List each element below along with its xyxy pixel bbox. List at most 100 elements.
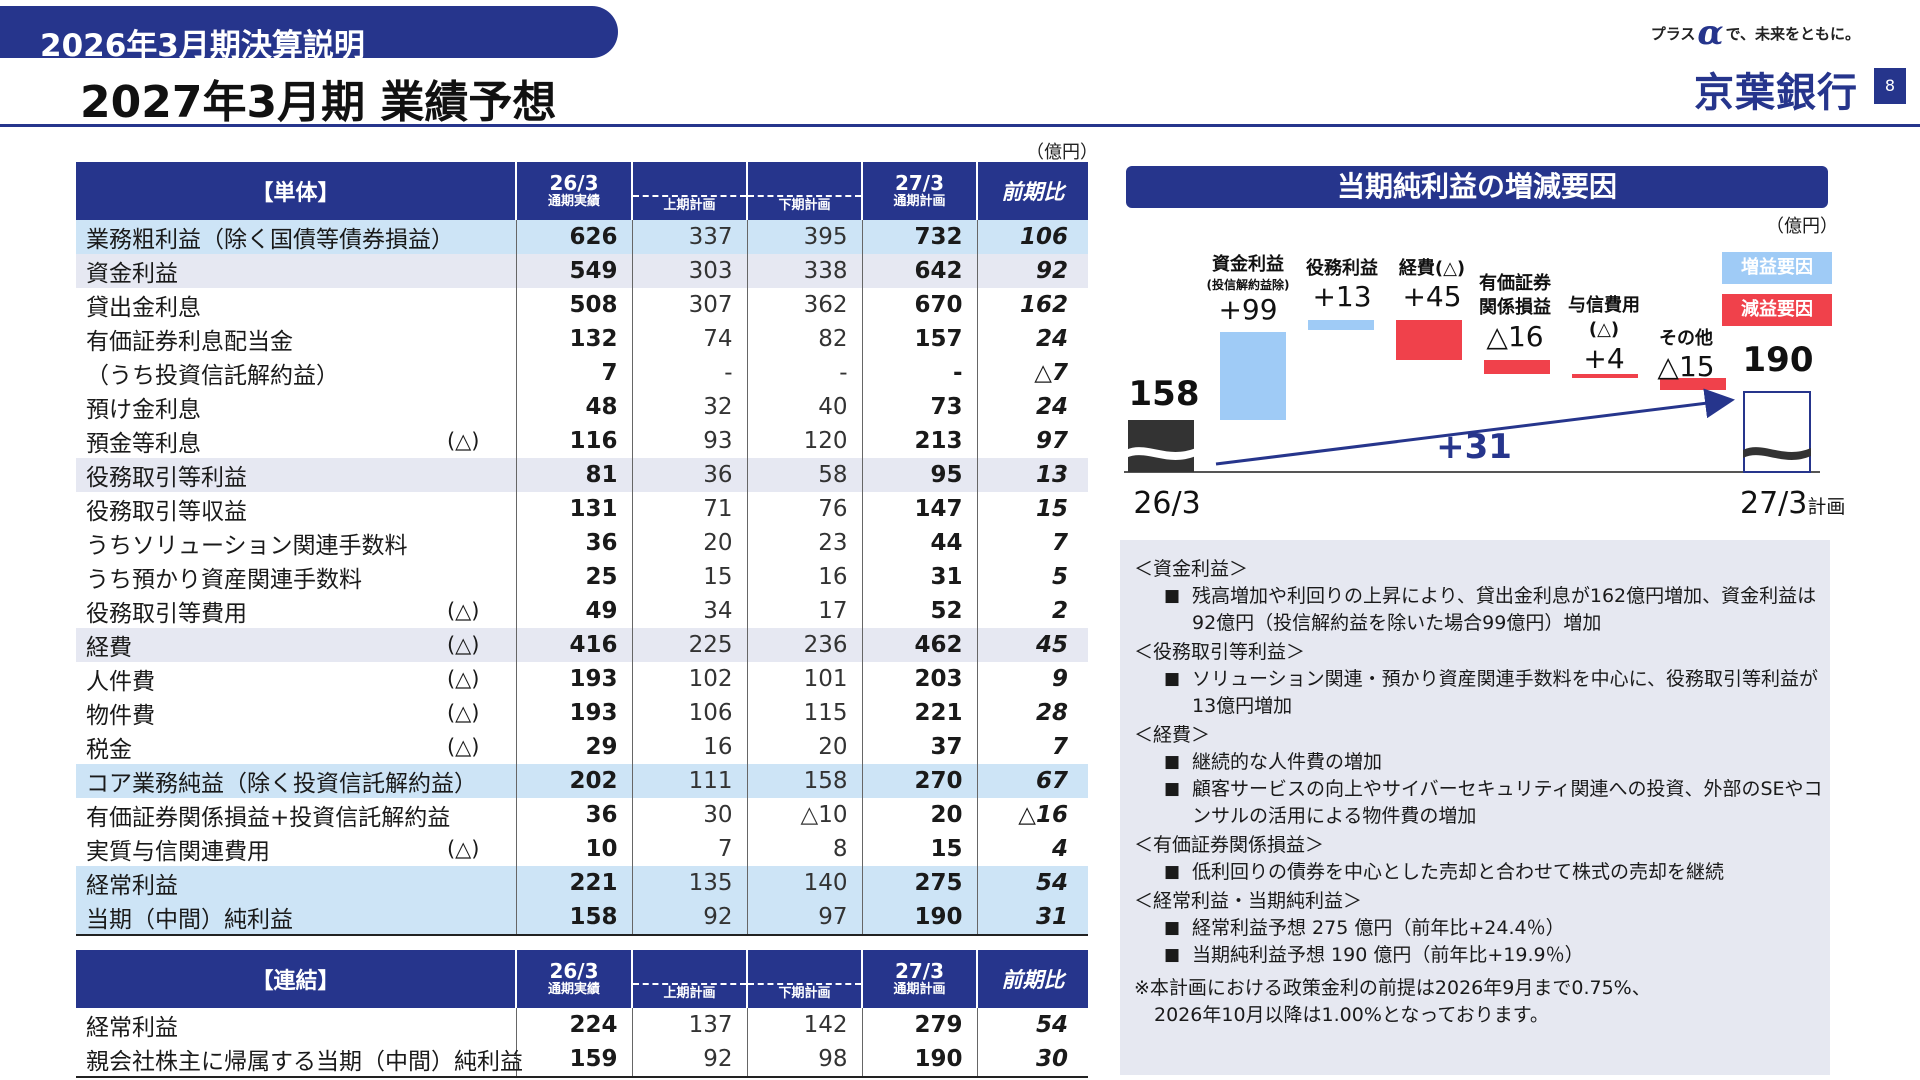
row-label: 親会社株主に帰属する当期（中間）純利益 — [76, 1042, 523, 1078]
cell-plan: 213 — [862, 424, 978, 458]
footnote-line-2: 2026年10月以降は1.00%となっております。 — [1154, 1004, 1549, 1026]
table-row: 有価証券関係損益+投資信託解約益 36 30 △10 20 △16 — [76, 798, 1088, 832]
cell-plan: 157 — [862, 322, 978, 356]
table-row: 役務取引等収益 131 71 76 147 15 — [76, 492, 1088, 526]
cell-actual: 116 — [516, 424, 633, 458]
table-row: うちソリューション関連手数料 36 20 23 44 7 — [76, 526, 1088, 560]
cell-yoy: 54 — [1035, 1012, 1068, 1038]
footnote-line-1: ※本計画における政策金利の前提は2026年9月まで0.75%、 — [1134, 977, 1651, 999]
factor-keihi-caption: 経費(△) +45 — [1398, 258, 1466, 313]
cell-plan: 462 — [862, 628, 978, 662]
cell-plan: 190 — [862, 1042, 978, 1078]
table-row: 経費 (△) 416 225 236 462 45 — [76, 628, 1088, 662]
row-label: コア業務純益（除く投資信託解約益） — [76, 764, 517, 798]
table-row: 人件費 (△) 193 102 101 203 9 — [76, 662, 1088, 696]
cell-plan: 73 — [862, 390, 978, 424]
bullet-square-icon: ■ — [1164, 669, 1181, 689]
bar-yuka — [1484, 360, 1550, 374]
cell-yoy: 67 — [977, 764, 1088, 798]
cell-plan: - — [862, 356, 978, 390]
row-label: 経費 (△) — [76, 628, 517, 662]
table-row: コア業務純益（除く投資信託解約益） 202 111 158 270 67 — [76, 764, 1088, 798]
negative-marker: (△) — [446, 429, 480, 453]
tagline-pre: プラス — [1650, 24, 1696, 43]
bar-ekimu — [1308, 320, 1374, 330]
cell-actual: 224 — [516, 1008, 633, 1042]
note-item: ■ ソリューション関連・預かり資産関連手数料を中心に、役務取引等利益が13億円増加 — [1164, 668, 1819, 717]
cell-plan: 642 — [862, 254, 978, 288]
cell-h1-plan: 20 — [632, 526, 748, 560]
cell-h2-plan: 140 — [747, 866, 863, 900]
cell-h1-plan: 34 — [632, 594, 748, 628]
table-row: 物件費 (△) 193 106 115 221 28 — [76, 696, 1088, 730]
cell-yoy: △16 — [1018, 802, 1068, 828]
cell-h2-plan: 236 — [747, 628, 863, 662]
cell-plan: 732 — [862, 220, 978, 254]
factor-yoshin-caption: 与信費用 (△) +4 — [1568, 295, 1640, 375]
section-band: 2026年3月期決算説明 — [0, 6, 618, 64]
table-row: 経常利益 224 137 142 279 54 — [76, 1008, 1088, 1042]
cell-h2-plan: 101 — [747, 662, 863, 696]
cell-plan: 147 — [862, 492, 978, 526]
cell-actual: 158 — [516, 900, 633, 936]
note-heading: ＜役務取引等利益＞ — [1134, 641, 1306, 663]
growth-arrow — [1215, 388, 1735, 466]
negative-marker: (△) — [446, 735, 480, 759]
table-row: 預金等利息 (△) 116 93 120 213 97 — [76, 424, 1088, 458]
table-row: 資金利益 549 303 338 642 92 — [76, 254, 1088, 288]
cell-h2-plan: 142 — [747, 1008, 863, 1042]
cell-h2-plan: 8 — [747, 832, 863, 866]
cell-h1-plan: 36 — [632, 458, 748, 492]
cell-yoy: 162 — [1019, 292, 1068, 318]
note-item: ■ 継続的な人件費の増加 — [1134, 749, 1834, 776]
row-label: 業務粗利益（除く国債等債券損益） — [76, 220, 517, 254]
cell-h1-plan: - — [632, 356, 748, 390]
cell-h2-plan: 362 — [747, 288, 863, 322]
cell-yoy: 30 — [977, 1042, 1088, 1078]
cell-actual: 193 — [516, 696, 633, 730]
table-row: うち預かり資産関連手数料 25 15 16 31 5 — [76, 560, 1088, 594]
cell-h2-plan: 395 — [747, 220, 863, 254]
cell-actual: 81 — [516, 458, 633, 492]
cell-actual: 29 — [516, 730, 633, 764]
cell-h1-plan: 303 — [632, 254, 748, 288]
table-row: 役務取引等利益 81 36 58 95 13 — [76, 458, 1088, 492]
chart-title: 当期純利益の増減要因 — [1336, 170, 1617, 203]
negative-marker: (△) — [446, 633, 480, 657]
cell-h2-plan: - — [747, 356, 863, 390]
end-value: 190 — [1742, 340, 1814, 380]
cell-h2-plan: 120 — [747, 424, 863, 458]
cell-plan: 275 — [862, 866, 978, 900]
cell-plan: 670 — [862, 288, 978, 322]
cons-header-actual: 26/3 通期実績 — [516, 950, 633, 1008]
table-row: 役務取引等費用 (△) 49 34 17 52 2 — [76, 594, 1088, 628]
cell-h1-plan: 71 — [632, 492, 748, 526]
row-label: 役務取引等費用 (△) — [76, 594, 517, 628]
cell-h2-plan: 98 — [747, 1042, 863, 1078]
bullet-square-icon: ■ — [1164, 945, 1181, 965]
row-label: 実質与信関連費用 (△) — [76, 832, 517, 866]
note-heading: ＜経常利益・当期純利益＞ — [1134, 890, 1363, 912]
row-label: 役務取引等利益 — [76, 458, 517, 492]
cell-h1-plan: 92 — [632, 1042, 748, 1078]
cell-actual: 10 — [516, 832, 633, 866]
row-label: 税金 (△) — [76, 730, 517, 764]
tagline: プラス α で、未来をともに。 — [1650, 13, 1860, 53]
alpha-logo-icon: α — [1697, 13, 1724, 53]
cell-h1-plan: 16 — [632, 730, 748, 764]
cell-h1-plan: 93 — [632, 424, 748, 458]
table-row: 実質与信関連費用 (△) 10 7 8 15 4 — [76, 832, 1088, 866]
chart-unit: （億円） — [1766, 216, 1838, 237]
bullet-square-icon: ■ — [1164, 752, 1181, 772]
row-label: 有価証券利息配当金 — [76, 322, 517, 356]
section-title: 2026年3月期決算説明 — [40, 28, 365, 64]
cell-yoy: 31 — [977, 900, 1088, 936]
end-bar-break-icon — [1743, 447, 1811, 460]
note-heading: ＜有価証券関係損益＞ — [1134, 834, 1325, 856]
factor-ekimu-caption: 役務利益 +13 — [1306, 258, 1378, 313]
table-row: 預け金利息 48 32 40 73 24 — [76, 390, 1088, 424]
cell-h1-plan: 137 — [632, 1008, 748, 1042]
note-item: ■ 当期純利益予想 190 億円（前年比+19.9％） — [1134, 942, 1834, 969]
cell-plan: 31 — [862, 560, 978, 594]
cell-h2-plan: 16 — [747, 560, 863, 594]
